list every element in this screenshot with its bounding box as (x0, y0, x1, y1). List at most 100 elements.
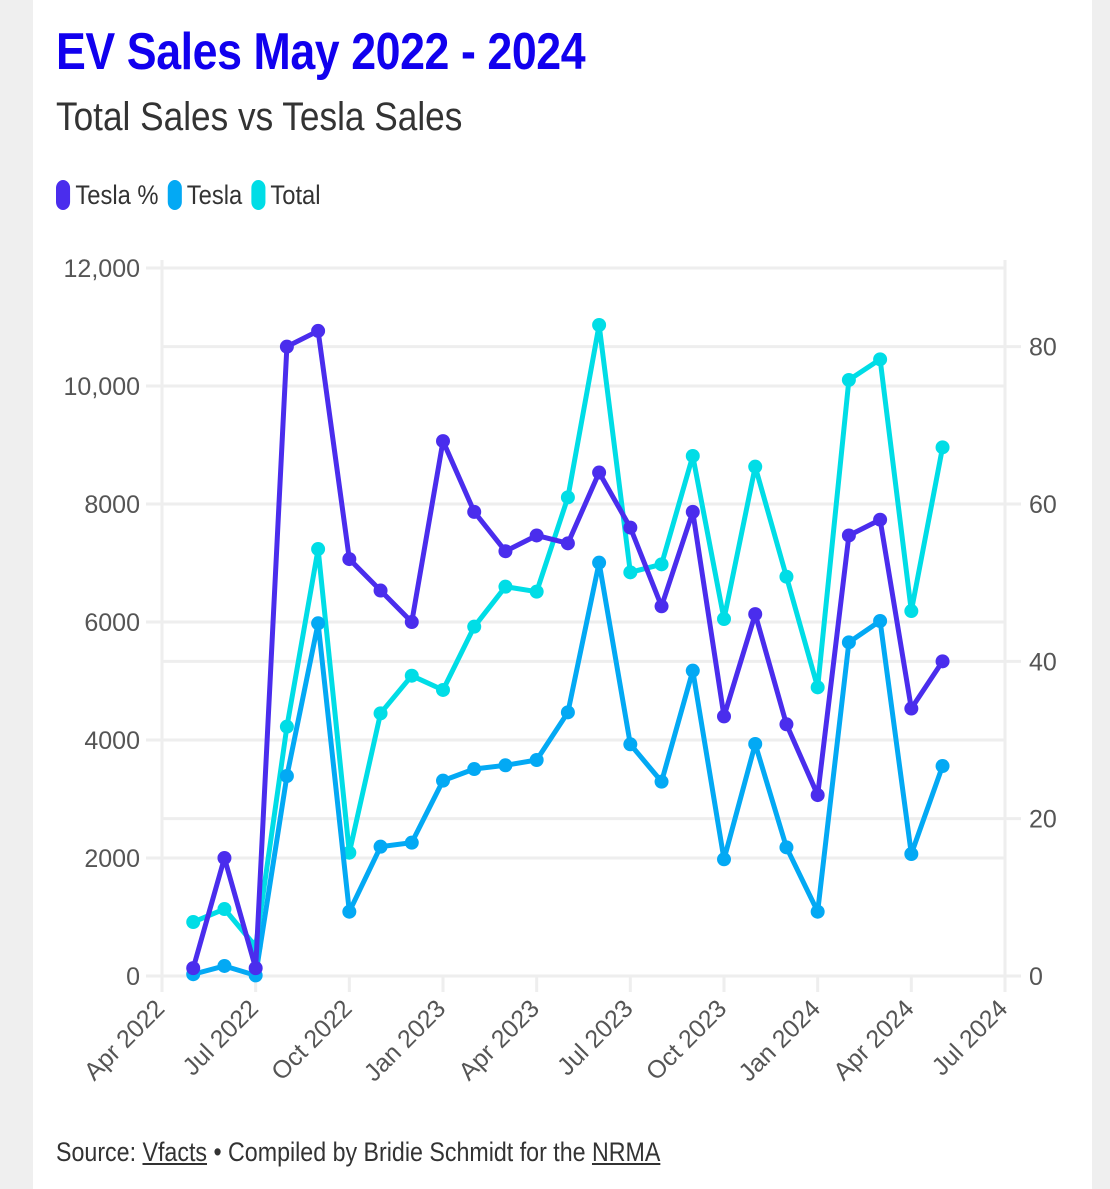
data-point-tesla (311, 616, 326, 631)
x-tick-label: Jul 2023 (552, 994, 639, 1081)
y-left-tick-label: 0 (126, 963, 140, 991)
data-point-total (873, 352, 888, 367)
data-point-tesla-percent (717, 709, 731, 724)
y-left-tick-label: 10,000 (64, 373, 140, 401)
y-right-tick-label: 80 (1029, 334, 1057, 362)
data-point-tesla (779, 840, 794, 855)
data-point-tesla (342, 904, 357, 919)
legend-swatch-icon (56, 180, 71, 210)
data-point-total (404, 668, 419, 683)
data-point-total (841, 372, 856, 387)
data-point-tesla (217, 958, 232, 973)
data-point-tesla (904, 846, 919, 861)
data-point-tesla (498, 758, 513, 773)
data-point-total (436, 682, 450, 697)
data-point-tesla (935, 759, 950, 774)
data-point-total (685, 448, 700, 463)
data-point-total (373, 706, 388, 721)
legend-item-tesla-percent[interactable]: Tesla % (56, 178, 159, 212)
data-point-total (498, 579, 513, 594)
series-layer (186, 317, 950, 983)
data-point-tesla-percent (935, 654, 950, 669)
y-left-tick-label: 12,000 (64, 255, 140, 283)
data-point-tesla-percent (841, 528, 856, 543)
data-point-tesla (373, 839, 388, 854)
y-right-tick-label: 0 (1029, 963, 1043, 991)
data-point-tesla-percent (904, 701, 919, 716)
y-right-tick-label: 60 (1029, 491, 1057, 519)
y-left-tick-label: 6000 (84, 609, 140, 637)
data-point-total (748, 459, 763, 474)
data-point-tesla-percent (311, 323, 326, 338)
data-point-tesla-percent (373, 583, 388, 598)
series-line-tesla-percent (190, 328, 946, 971)
data-point-tesla-percent (248, 961, 263, 976)
data-point-tesla-percent (529, 528, 544, 543)
data-point-tesla (404, 835, 419, 850)
data-point-tesla (592, 555, 607, 570)
data-point-tesla (841, 635, 856, 650)
source-prefix: Source: (56, 1137, 143, 1167)
data-point-total (311, 542, 326, 557)
x-tick-label: Oct 2023 (641, 994, 733, 1086)
y-left-tick-label: 8000 (84, 491, 140, 519)
data-point-total (529, 584, 544, 599)
data-point-tesla (873, 613, 888, 628)
legend-item-tesla[interactable]: Tesla (167, 178, 242, 212)
legend-item-total[interactable]: Total (250, 178, 321, 212)
data-point-total (279, 719, 294, 734)
data-point-total (623, 565, 638, 580)
data-point-tesla-percent (279, 339, 294, 354)
source-link-nrma[interactable]: NRMA (591, 1137, 661, 1167)
y-right-tick-label: 40 (1029, 648, 1057, 676)
data-point-tesla (810, 904, 825, 919)
legend-label: Tesla % (75, 180, 159, 210)
data-point-total (935, 440, 950, 455)
data-point-total (217, 902, 232, 917)
data-point-total (654, 557, 669, 572)
data-point-total (904, 604, 919, 619)
chart-subtitle: Total Sales vs Tesla Sales (56, 95, 463, 139)
grid (146, 260, 1021, 992)
x-tick-label: Jul 2022 (177, 994, 264, 1081)
data-point-tesla-percent (186, 961, 201, 976)
data-point-total (467, 619, 482, 634)
data-point-tesla-percent (342, 552, 357, 567)
data-point-tesla (467, 762, 482, 777)
data-point-total (186, 915, 201, 930)
legend-swatch-icon (167, 180, 182, 210)
x-tick-label: Jan 2023 (359, 994, 452, 1087)
data-point-tesla-percent (467, 504, 482, 519)
data-point-tesla (279, 768, 294, 783)
data-point-tesla-percent (810, 788, 825, 803)
axes: 0 2000 4000 6000 8000 10,000 12,000 0 20 40 60 80 Ap… (64, 255, 1057, 1087)
data-point-tesla (748, 737, 763, 752)
data-point-tesla-percent (779, 717, 794, 732)
y-left-tick-label: 2000 (84, 845, 140, 873)
x-tick-label: Oct 2022 (266, 994, 358, 1086)
data-point-tesla-percent (404, 615, 419, 629)
legend-swatch-icon (250, 180, 266, 210)
x-tick-label: Apr 2022 (79, 994, 171, 1086)
x-tick-label: Jul 2024 (927, 994, 1014, 1081)
data-point-tesla (654, 774, 669, 789)
data-point-tesla-percent (217, 851, 232, 865)
data-point-tesla (685, 663, 700, 678)
data-point-total (560, 490, 575, 505)
data-point-tesla-percent (498, 544, 513, 559)
data-point-tesla-percent (654, 599, 669, 614)
chart-title: EV Sales May 2022 - 2024 (56, 23, 586, 81)
data-point-total (717, 611, 731, 626)
x-tick-label: Apr 2023 (453, 994, 545, 1086)
data-point-total (779, 569, 794, 584)
data-point-tesla (717, 852, 731, 867)
data-point-tesla (560, 705, 575, 720)
source-link-vfacts[interactable]: Vfacts (142, 1137, 208, 1167)
source-credit: • Compiled by Bridie Schmidt for the (207, 1137, 592, 1167)
data-point-tesla-percent (623, 520, 638, 535)
y-left-tick-label: 4000 (84, 727, 140, 755)
x-tick-label: Apr 2024 (828, 994, 920, 1086)
data-point-tesla-percent (560, 536, 575, 551)
data-point-tesla (529, 753, 544, 768)
